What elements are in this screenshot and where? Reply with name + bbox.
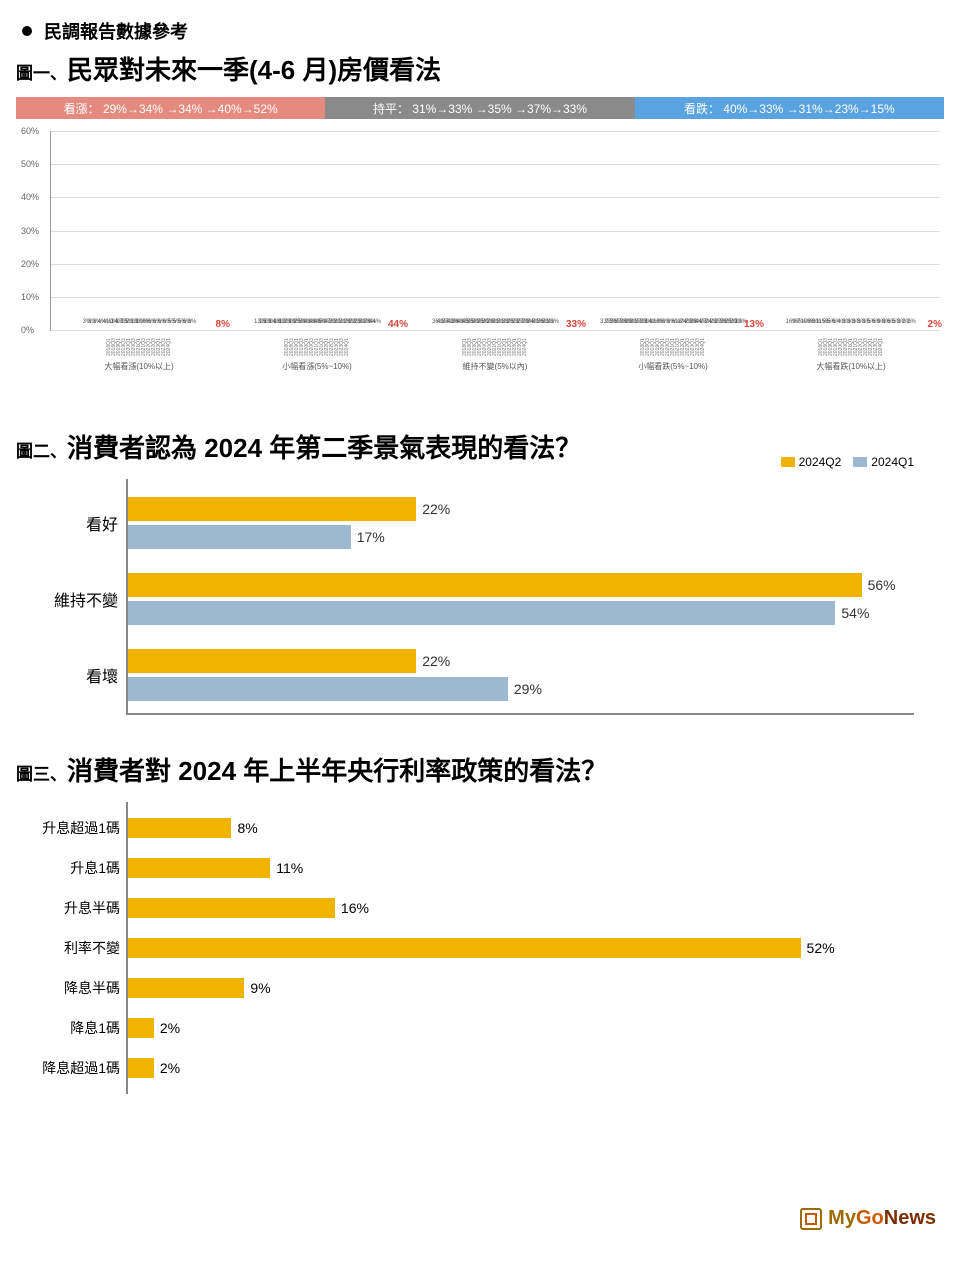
fig3-category-label: 利率不變 xyxy=(24,938,120,958)
fig2-category-label: 看壞 xyxy=(38,663,118,687)
fig2-category-row: 維持不變56%54% xyxy=(128,561,914,637)
fig3-category-row: 降息超過1碼2% xyxy=(128,1048,904,1088)
fig1-chart: 3%3%3%4%4%10%14%17%15%21%13%10%6%6%6%6%6… xyxy=(50,131,940,331)
fig1-legend-bar: 看漲： 29%→34% →34% →40%→52%持平： 31%→33% →35… xyxy=(16,97,944,119)
bullet-text: 民調報告數據參考 xyxy=(44,18,188,44)
logo-text-2: Go xyxy=(856,1207,884,1229)
fig3-chart: 升息超過1碼8%升息1碼11%升息半碼16%利率不變52%降息半碼9%降息1碼2… xyxy=(126,802,904,1094)
fig1-title: 圖一、民眾對未來一季(4-6 月)房價看法 xyxy=(16,50,944,87)
fig3-category-row: 升息超過1碼8% xyxy=(128,808,904,848)
logo-text-3: News xyxy=(884,1207,936,1229)
fig1-legend-segment: 持平： 31%→33% →35% →37%→33% xyxy=(325,97,634,119)
fig3-bar: 52% xyxy=(128,938,801,958)
fig1-legend-segment: 看漲： 29%→34% →34% →40%→52% xyxy=(16,97,325,119)
fig2-category-label: 看好 xyxy=(38,511,118,535)
fig3-bar: 2% xyxy=(128,1058,154,1078)
brand-logo-icon xyxy=(800,1208,822,1230)
fig3-category-label: 升息超過1碼 xyxy=(24,818,120,838)
fig3-bar: 9% xyxy=(128,978,244,998)
fig2-legend-item: 2024Q1 xyxy=(853,455,914,469)
fig3-category-label: 升息半碼 xyxy=(24,898,120,918)
fig3-category-label: 降息半碼 xyxy=(24,978,120,998)
fig1-title-text: 民眾對未來一季(4-6 月)房價看法 xyxy=(67,55,441,85)
fig2-category-label: 維持不變 xyxy=(38,587,118,611)
bullet-header: 民調報告數據參考 xyxy=(22,18,944,44)
fig2-bar: 22% xyxy=(128,649,416,673)
fig3-category-row: 降息半碼9% xyxy=(128,968,904,1008)
fig3-category-row: 降息1碼2% xyxy=(128,1008,904,1048)
fig1-x-ticks: 2018Q12018Q32019Q12019Q32020Q12020Q32021… xyxy=(51,332,940,356)
brand-logo: MyGoNews xyxy=(800,1207,936,1230)
fig2-bar: 17% xyxy=(128,525,351,549)
fig2-category-row: 看壞22%29% xyxy=(128,637,914,713)
fig3-bar: 11% xyxy=(128,858,270,878)
fig3-category-label: 降息1碼 xyxy=(24,1018,120,1038)
fig1-prefix: 圖一、 xyxy=(16,64,67,83)
fig3-prefix: 圖三、 xyxy=(16,765,67,784)
fig2-bar: 29% xyxy=(128,677,508,701)
fig2-prefix: 圖二、 xyxy=(16,442,67,461)
fig3-bar: 16% xyxy=(128,898,335,918)
bullet-icon xyxy=(22,26,32,36)
fig2-plot-area: 看好22%17%維持不變56%54%看壞22%29% xyxy=(126,479,914,715)
fig3-category-row: 升息半碼16% xyxy=(128,888,904,928)
fig2-bar: 56% xyxy=(128,573,862,597)
fig3-category-row: 升息1碼11% xyxy=(128,848,904,888)
fig2-bar: 54% xyxy=(128,601,835,625)
fig2-legend: 2024Q2 2024Q1 xyxy=(781,455,914,469)
fig2-chart: 2024Q22024Q1 看好22%17%維持不變56%54%看壞22%29% xyxy=(126,479,914,715)
fig2-category-row: 看好22%17% xyxy=(128,485,914,561)
fig3-category-label: 升息1碼 xyxy=(24,858,120,878)
fig3-bar: 8% xyxy=(128,818,231,838)
fig3-title-text: 消費者對 2024 年上半年央行利率政策的看法？ xyxy=(67,756,607,786)
fig3-category-row: 利率不變52% xyxy=(128,928,904,968)
fig3-category-label: 降息超過1碼 xyxy=(24,1058,120,1078)
fig2-bar: 22% xyxy=(128,497,416,521)
logo-text-1: My xyxy=(828,1207,856,1229)
fig1-legend-segment: 看跌： 40%→33% →31%→23%→15% xyxy=(635,97,944,119)
fig2-title-text: 消費者認為 2024 年第二季景氣表現的看法？ xyxy=(67,433,581,463)
fig2-legend-item: 2024Q2 xyxy=(781,455,842,469)
fig3-title: 圖三、消費者對 2024 年上半年央行利率政策的看法？ xyxy=(16,751,944,788)
fig3-bar: 2% xyxy=(128,1018,154,1038)
